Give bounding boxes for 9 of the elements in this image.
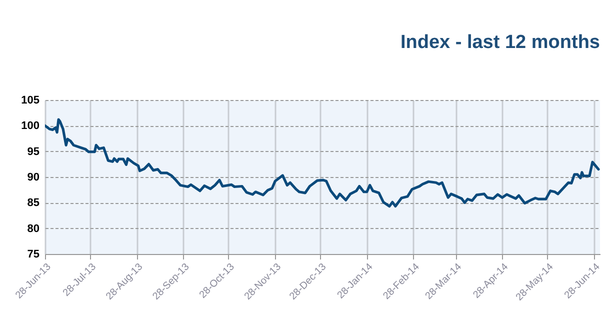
y-tick-label: 80 (27, 222, 40, 235)
y-tick-label: 100 (21, 120, 40, 132)
line-series (45, 118, 600, 208)
y-tick-label: 105 (21, 94, 40, 106)
y-tick-label: 90 (27, 172, 40, 184)
y-tick-label: 75 (27, 248, 40, 260)
y-tick-label: 85 (27, 197, 40, 210)
y-tick-label: 95 (27, 146, 40, 158)
chart-title: Index - last 12 months (400, 32, 600, 53)
